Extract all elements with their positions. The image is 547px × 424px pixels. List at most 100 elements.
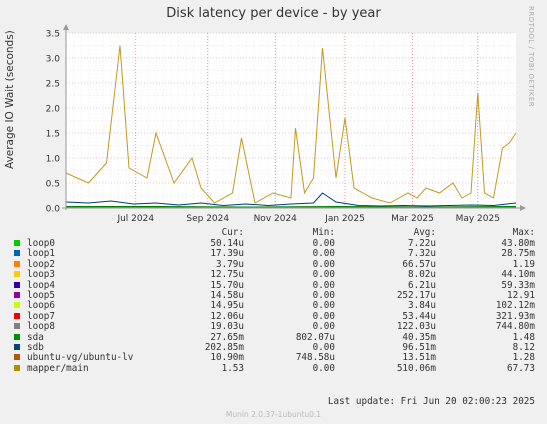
- legend-swatch: [14, 240, 20, 246]
- legend-min: 0.00: [312, 310, 335, 322]
- legend-avg: 53.44u: [402, 310, 436, 322]
- legend-swatch: [14, 292, 20, 298]
- series-line: [65, 192, 517, 207]
- legend-max: 67.73: [507, 362, 535, 374]
- last-update: Last update: Fri Jun 20 02:00:23 2025: [327, 396, 535, 407]
- legend-min: 0.00: [312, 300, 335, 312]
- legend-row: loop6 14.95u 0.00 3.84u 102.12m: [0, 300, 547, 311]
- y-tick-label: 3.5: [46, 30, 60, 40]
- x-axis-arrow: [520, 205, 526, 211]
- y-tick-label: 1.5: [46, 130, 60, 140]
- header-max: Max:: [512, 227, 535, 238]
- legend-cur: 202.85m: [204, 342, 244, 353]
- legend-cur: 12.06u: [210, 310, 244, 322]
- legend-cur: 27.65m: [210, 331, 244, 343]
- legend-swatch: [14, 333, 20, 340]
- legend-max: 43.80m: [501, 238, 535, 249]
- y-ticks: 0.0 0.5 1.0 1.5 2.0 2.5 3.0 3.5: [46, 30, 61, 215]
- legend-name: loop3: [27, 269, 55, 281]
- rrdtool-credit: RRDTOOL / TOBI OETIKER: [527, 6, 535, 108]
- legend-row: loop7 12.06u 0.00 53.44u 321.93m: [0, 311, 547, 322]
- legend-avg: 8.02u: [408, 269, 436, 281]
- legend-min: 0.00: [312, 342, 335, 353]
- legend-min: 0.00: [312, 290, 335, 301]
- legend-row: loop8 19.03u 0.00 122.03u 744.80m: [0, 321, 547, 332]
- y-tick-label: 0.0: [46, 205, 61, 215]
- x-tick-label: Nov 2024: [254, 214, 298, 224]
- legend-name: sda: [27, 331, 44, 343]
- legend-min: 0.00: [312, 362, 335, 374]
- series-line: [66, 205, 517, 208]
- legend-swatch: [14, 302, 20, 309]
- legend-row: loop5 14.58u 0.00 252.17u 12.91: [0, 290, 547, 301]
- y-axis-arrow: [63, 24, 69, 30]
- legend-name: loop1: [27, 248, 55, 260]
- legend-cur: 1.53: [221, 362, 244, 374]
- legend-min: 0.00: [312, 248, 335, 260]
- y-tick-label: 2.5: [46, 80, 60, 90]
- legend-max: 44.10m: [501, 269, 535, 281]
- legend-avg: 3.84u: [408, 300, 436, 312]
- plot-area: 0.0 0.5 1.0 1.5 2.0 2.5 3.0 3.5 Jul 2024 Sep 202…: [46, 24, 526, 224]
- legend-row: loop0 50.14u 0.00 7.22u 43.80m: [0, 238, 547, 249]
- legend-avg: 40.35m: [402, 331, 436, 343]
- legend-row: loop4 15.70u 0.00 6.21u 59.33m: [0, 280, 547, 291]
- legend-row: loop3 12.75u 0.00 8.02u 44.10m: [0, 269, 547, 280]
- legend-header: Cur: Min: Avg: Max:: [0, 227, 547, 238]
- legend-name: loop8: [27, 321, 55, 333]
- legend-cur: 14.95u: [210, 300, 244, 312]
- legend-name: loop2: [27, 258, 55, 270]
- legend-avg: 510.06m: [396, 362, 436, 374]
- legend-min: 0.00: [312, 269, 335, 281]
- legend-min: 802.07u: [295, 331, 335, 343]
- x-tick-label: Jan 2025: [324, 214, 365, 224]
- legend-swatch: [14, 312, 20, 319]
- y-tick-label: 2.0: [46, 105, 61, 115]
- legend-cur: 10.90m: [210, 352, 244, 364]
- legend-swatch: [14, 354, 20, 361]
- legend-name: loop6: [27, 300, 55, 312]
- legend-max: 1.48: [512, 331, 535, 343]
- legend-max: 59.33m: [501, 279, 535, 291]
- legend-max: 321.93m: [495, 310, 535, 322]
- legend-cur: 17.39u: [210, 248, 244, 260]
- header-min: Min:: [312, 227, 335, 238]
- y-tick-label: 1.0: [46, 155, 61, 165]
- legend-row: ubuntu-vg/ubuntu-lv 10.90m 748.58u 13.51m 1.…: [0, 352, 547, 363]
- legend-min: 0.00: [312, 238, 335, 249]
- legend-cur: 15.70u: [210, 279, 244, 291]
- legend-swatch: [14, 364, 20, 371]
- legend-max: 12.91: [507, 290, 535, 301]
- y-tick-label: 3.0: [46, 55, 61, 65]
- legend-max: 28.75m: [501, 248, 535, 260]
- legend-max: 8.12: [512, 342, 535, 353]
- legend-name: loop4: [27, 279, 55, 291]
- legend-avg: 66.57u: [402, 258, 436, 270]
- munin-version: Munin 2.0.37-1ubuntu0.1: [225, 410, 322, 419]
- legend-row: loop1 17.39u 0.00 7.32u 28.75m: [0, 248, 547, 259]
- x-tick-label: Sep 2024: [186, 214, 229, 224]
- legend-min: 748.58u: [295, 352, 335, 364]
- legend-avg: 122.03u: [396, 321, 436, 333]
- legend-name: mapper/main: [27, 362, 89, 374]
- series-line: [65, 45, 517, 204]
- legend-max: 1.28: [512, 352, 535, 364]
- legend-min: 0.00: [312, 279, 335, 291]
- legend-swatch: [14, 271, 20, 278]
- x-tick-label: Mar 2025: [391, 214, 434, 224]
- legend-row: sda 27.65m 802.07u 40.35m 1.48: [0, 332, 547, 343]
- legend-max: 1.19: [512, 258, 535, 270]
- legend-min: 0.00: [312, 258, 335, 270]
- legend-avg: 7.32u: [408, 248, 436, 260]
- legend-row: mapper/main 1.53 0.00 510.06m 67.73: [0, 363, 547, 374]
- x-ticks: Jul 2024 Sep 2024 Nov 2024 Jan 2025 Mar 2025…: [116, 214, 500, 224]
- legend-swatch: [14, 250, 20, 257]
- y-tick-label: 0.5: [46, 180, 60, 190]
- legend-cur: 12.75u: [210, 269, 244, 281]
- legend-cur: 50.14u: [210, 238, 244, 249]
- legend-avg: 96.51m: [402, 342, 436, 353]
- x-tick-label: May 2025: [456, 214, 500, 224]
- legend-avg: 13.51m: [402, 352, 436, 364]
- legend-name: loop5: [27, 290, 55, 301]
- header-cur: Cur:: [221, 227, 244, 238]
